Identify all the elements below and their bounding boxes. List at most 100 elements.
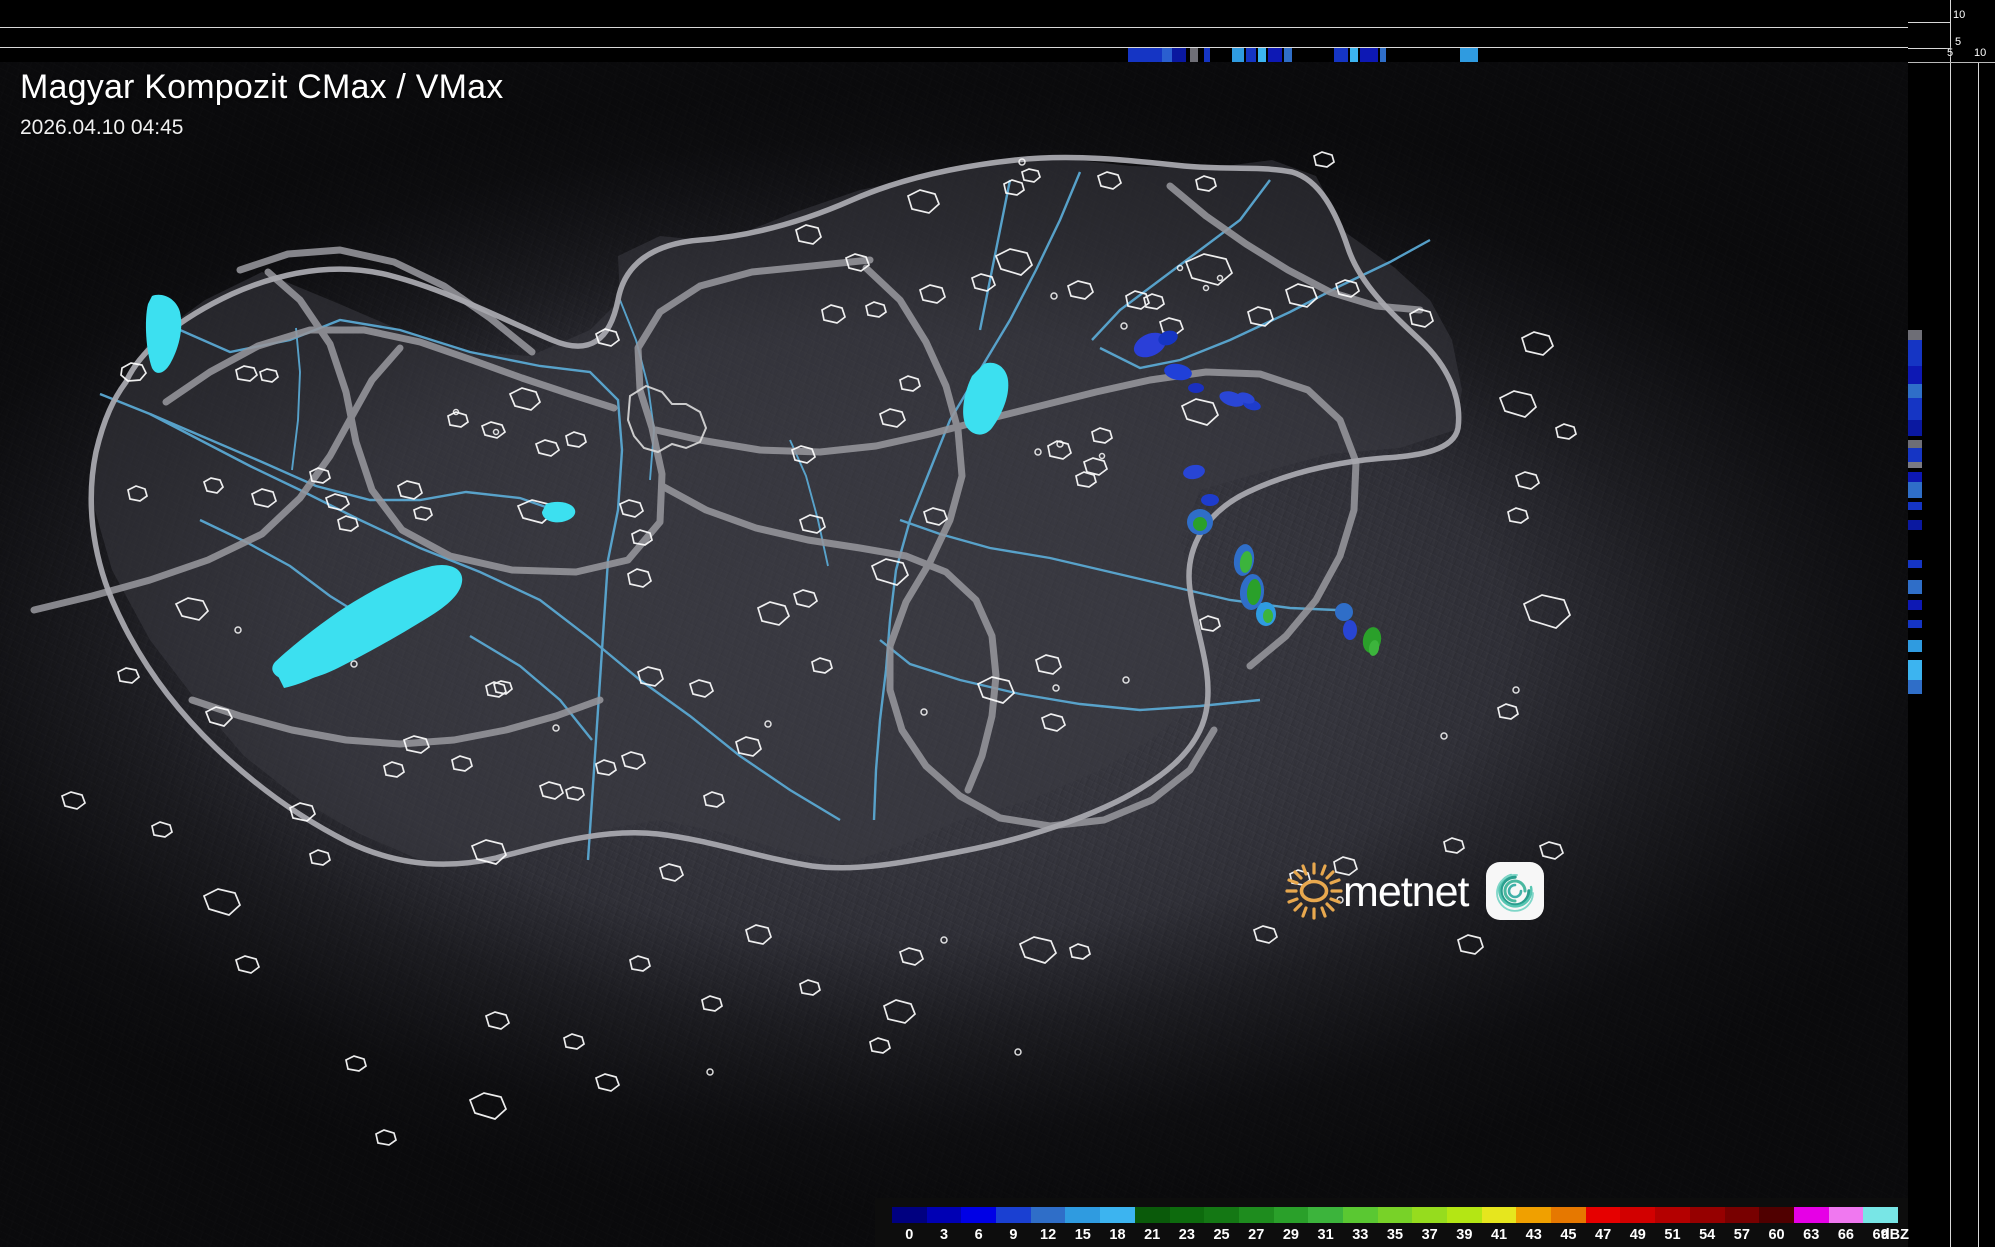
cross-section-axis-corner (1908, 0, 1995, 62)
right-echo-3 (1908, 384, 1922, 398)
radar-echo-0 (1133, 332, 1167, 358)
settlement-outlines (60, 151, 1577, 1146)
axis-label-x-10: 10 (1974, 47, 1987, 59)
radar-echo-20 (1237, 392, 1255, 404)
top-echo-10 (1334, 48, 1348, 62)
top-cross-section-panel[interactable] (0, 0, 1908, 62)
map-vector-layer (30, 151, 1577, 1146)
colorbar-cell-15 (1412, 1207, 1447, 1223)
right-echo-14 (1908, 580, 1922, 594)
colorbar-cell-18 (1516, 1207, 1552, 1223)
lake-ferto (145, 294, 182, 373)
colorbar-tick-39: 39 (1456, 1227, 1473, 1243)
colorbar-cell-9 (1204, 1207, 1239, 1223)
metnet-logo[interactable]: metnet (1285, 855, 1545, 927)
radar-echo-2 (1164, 363, 1192, 381)
top-echo-14 (1460, 48, 1478, 62)
colorbar-cell-6 (1100, 1207, 1135, 1223)
colorbar-cell-14 (1377, 1207, 1413, 1223)
colorbar-cell-11 (1273, 1207, 1309, 1223)
top-echo-6 (1246, 48, 1256, 62)
right-echo-16 (1908, 620, 1922, 628)
right-echo-15 (1908, 600, 1922, 610)
right-echo-1 (1908, 340, 1922, 366)
right-echo-9 (1908, 472, 1922, 482)
top-echo-1 (1162, 48, 1172, 62)
colorbar-cell-25 (1759, 1207, 1794, 1223)
colorbar-tick-63: 63 (1803, 1227, 1820, 1243)
top-echo-0 (1128, 48, 1162, 62)
top-echo-12 (1360, 48, 1378, 62)
right-echo-13 (1908, 560, 1922, 568)
colorbar-cell-16 (1447, 1207, 1482, 1223)
top-echo-7 (1258, 48, 1266, 62)
colorbar-cell-23 (1689, 1207, 1725, 1223)
colorbar-tick-23: 23 (1178, 1227, 1195, 1243)
colorbar-cell-5 (1065, 1207, 1101, 1223)
right-cross-section-panel[interactable] (1908, 0, 1995, 1247)
top-echo-3 (1190, 48, 1198, 62)
v-gridline-5 (1950, 0, 1951, 1247)
radar-echo-9 (1201, 494, 1219, 506)
colorbar-cell-3 (996, 1207, 1031, 1223)
corner-gridline-5 (1908, 48, 1950, 49)
radar-echo-layer (1133, 330, 1382, 656)
reflectivity-colorbar[interactable]: 0 3 6 9 12 15 18 21 23 25 27 29 31 33 35 37 39 41 43 45 47 49… (875, 1198, 1909, 1247)
colorbar-tick-49: 49 (1629, 1227, 1646, 1243)
colorbar-gradient (892, 1207, 1898, 1223)
map-canvas[interactable]: Magyar Kompozit CMax / VMax 2026.04.10 0… (0, 0, 1908, 1247)
radar-echo-3 (1188, 383, 1204, 393)
spiral-app-icon[interactable] (1486, 862, 1545, 920)
colorbar-tick-66: 66 (1837, 1227, 1854, 1243)
lake-velencei (542, 501, 576, 523)
top-echo-strip (0, 48, 1908, 62)
colorbar-cell-19 (1551, 1207, 1586, 1223)
top-echo-11 (1350, 48, 1358, 62)
colorbar-tick-25: 25 (1213, 1227, 1230, 1243)
colorbar-cell-12 (1308, 1207, 1343, 1223)
colorbar-cell-27 (1828, 1207, 1864, 1223)
colorbar-tick-43: 43 (1525, 1227, 1542, 1243)
colorbar-cell-13 (1342, 1207, 1378, 1223)
right-echo-4 (1908, 398, 1922, 420)
colorbar-tick-35: 35 (1386, 1227, 1404, 1243)
colorbar-tick-31: 31 (1317, 1227, 1334, 1243)
colorbar-tick-6: 6 (974, 1227, 983, 1243)
colorbar-tick-21: 21 (1144, 1227, 1161, 1243)
colorbar-tick-54: 54 (1699, 1227, 1716, 1243)
lakes (145, 294, 1009, 688)
colorbar-tick-60: 60 (1768, 1227, 1785, 1243)
corner-vertical-separator (1950, 0, 1951, 62)
colorbar-tick-57: 57 (1733, 1227, 1750, 1243)
axis-label-top-10: 10 (1953, 9, 1966, 21)
city-boundary-budapest (626, 384, 708, 454)
metnet-wordmark: metnet (1343, 867, 1469, 916)
radar-echo-19 (1368, 640, 1380, 656)
colorbar-tick-29: 29 (1282, 1227, 1299, 1243)
country-border-hungary (88, 154, 1462, 871)
page-title: Magyar Kompozit CMax / VMax (20, 68, 504, 106)
colorbar-tick-45: 45 (1560, 1227, 1577, 1243)
colorbar-cell-24 (1724, 1207, 1760, 1223)
colorbar-cell-0 (892, 1207, 927, 1223)
gridline-5 (0, 47, 1908, 48)
corner-gridline-10 (1908, 22, 1950, 23)
colorbar-cell-8 (1169, 1207, 1205, 1223)
top-echo-4 (1204, 48, 1210, 62)
top-echo-9 (1284, 48, 1292, 62)
right-echo-2 (1908, 366, 1922, 384)
axis-label-top-5: 5 (1955, 36, 1962, 48)
colorbar-tick-69: 69 (1872, 1227, 1889, 1243)
radar-echo-13 (1246, 579, 1262, 605)
colorbar-cell-21 (1620, 1207, 1656, 1223)
colorbar-cell-17 (1481, 1207, 1517, 1223)
right-echo-strip (1908, 0, 1922, 1247)
radar-echo-17 (1343, 620, 1357, 640)
right-echo-5 (1908, 420, 1922, 436)
colorbar-tick-0: 0 (905, 1227, 914, 1243)
country-fill-hungary (92, 158, 1462, 862)
colorbar-tick-12: 12 (1040, 1227, 1057, 1243)
top-echo-13 (1380, 48, 1386, 62)
axis-label-x-5: 5 (1947, 47, 1954, 59)
